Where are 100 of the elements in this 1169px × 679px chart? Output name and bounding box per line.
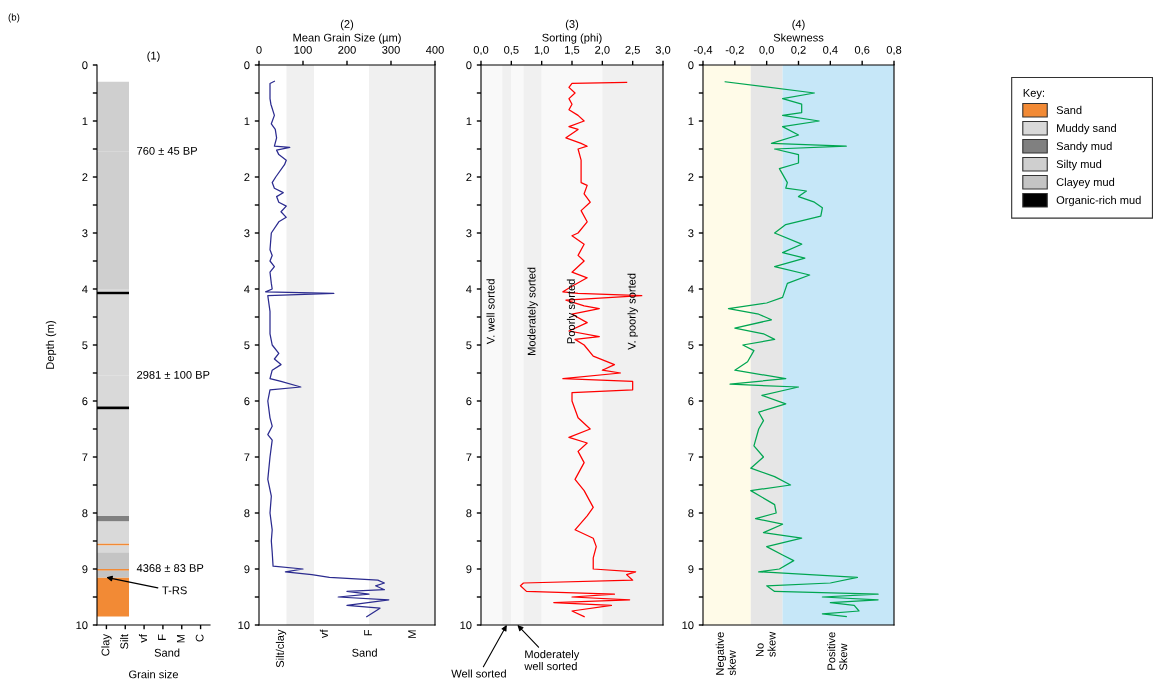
annotation: T-RS: [162, 586, 187, 595]
y-tick-label: 4: [688, 285, 694, 294]
band-label: Moderately sorted: [527, 267, 538, 355]
annotation: 2981 ± 100 BP: [137, 370, 210, 379]
x-tick-label: 0: [256, 45, 262, 54]
y-tick-label: 3: [82, 229, 88, 238]
x-tick-label: C: [195, 634, 204, 642]
text: Sand: [154, 648, 180, 657]
text: F: [364, 629, 372, 636]
x-tick-label: -0,2: [725, 45, 744, 56]
x-tick-label: vf: [138, 634, 147, 643]
y-tick-label: 10: [682, 621, 694, 630]
y-tick-label: 6: [466, 397, 472, 406]
x-tick-label: 2,0: [595, 45, 610, 56]
x-tick-label: 3,0: [655, 45, 671, 56]
x-tick-label: 2,5: [625, 45, 640, 56]
text: Sand: [352, 648, 377, 657]
x-tick-label: 0,0: [473, 45, 489, 56]
y-tick-label: 1: [244, 117, 250, 126]
y-tick-label: 0: [466, 61, 472, 70]
y-tick-label: 1: [82, 117, 88, 126]
x-tick-label: 0,4: [823, 45, 838, 56]
y-tick-label: 6: [688, 397, 694, 406]
y-tick-label: 6: [244, 397, 250, 406]
chart-title: (4): [792, 19, 805, 31]
y-tick-label: 2: [244, 173, 250, 182]
y-tick-label: 5: [82, 341, 88, 350]
x-tick-label: 0,8: [886, 45, 902, 56]
x-tick-label: 200: [338, 45, 356, 54]
y-tick-label: 8: [82, 509, 88, 518]
y-tick-label: 8: [466, 509, 472, 518]
legend-label: Sandy mud: [1056, 141, 1112, 153]
y-tick-label: 9: [466, 565, 472, 574]
band-label: Negative skew: [715, 632, 736, 676]
y-tick-label: 9: [688, 565, 694, 574]
legend-label: Organic-rich mud: [1056, 195, 1141, 207]
y-tick-label: 0: [82, 61, 88, 70]
legend-label: Muddy sand: [1057, 123, 1116, 135]
y-tick-label: 3: [688, 229, 694, 238]
x-tick-label: F: [158, 634, 166, 640]
x-axis-title: Sorting (phi): [542, 33, 602, 44]
y-tick-label: 2: [688, 173, 694, 182]
y-tick-label: 4: [244, 285, 250, 294]
y-tick-label: 2: [466, 173, 472, 182]
y-tick-label: 5: [688, 341, 694, 350]
band-label: Moderately well sorted: [524, 650, 580, 671]
y-tick-label: 0: [244, 61, 250, 70]
text: Silt/clay: [275, 629, 287, 668]
annotation: 4368 ± 83 BP: [136, 564, 204, 572]
legend-label: Sand: [1056, 105, 1082, 115]
y-tick-label: 0: [688, 61, 694, 70]
y-tick-label: 7: [82, 453, 88, 462]
x-tick-label: 100: [294, 45, 312, 54]
x-tick-label: 1,5: [565, 46, 580, 56]
y-tick-label: 4: [466, 285, 472, 294]
band-label: V. well sorted: [486, 279, 495, 345]
chart-title: (2): [340, 19, 354, 31]
annotation: 760 ± 45 BP: [137, 146, 198, 155]
y-tick-label: 2: [82, 173, 88, 182]
x-tick-label: Silt: [120, 634, 129, 649]
chart-title: (1): [147, 51, 160, 62]
x-axis-title: Skewness: [773, 33, 824, 42]
legend-label: Silty mud: [1056, 159, 1102, 171]
legend-label: Clayey mud: [1056, 177, 1115, 189]
y-tick-label: 5: [244, 341, 250, 350]
chart-title: (3): [565, 19, 579, 31]
x-tick-label: M: [176, 634, 185, 643]
y-tick-label: 10: [238, 621, 250, 630]
x-tick-label: 300: [382, 45, 400, 54]
x-tick-label: Clay: [101, 634, 112, 656]
x-tick-label: 0,5: [504, 45, 519, 56]
legend-title: Key:: [1023, 89, 1045, 100]
y-tick-label: 3: [466, 229, 472, 238]
y-tick-label: 7: [466, 453, 472, 462]
x-tick-label: 0,6: [854, 45, 870, 56]
y-tick-label: 7: [688, 453, 694, 462]
band-label: Poorly sorted: [566, 279, 578, 344]
y-tick-label: 3: [244, 229, 250, 238]
y-tick-label: 8: [688, 509, 694, 518]
y-tick-label: 8: [244, 509, 250, 518]
x-tick-label: 1,0: [534, 45, 549, 56]
y-tick-label: 9: [244, 565, 250, 574]
x-tick-label: 400: [425, 45, 444, 54]
band-label: Positive Skew: [827, 632, 848, 671]
y-tick-label: 10: [460, 621, 472, 630]
x-tick-label: -0,4: [693, 45, 713, 56]
y-tick-label: 9: [82, 565, 88, 574]
x-axis-title: Grain size: [129, 670, 179, 679]
y-tick-label: 5: [466, 341, 472, 350]
y-tick-label: 6: [82, 397, 88, 406]
y-tick-label: 10: [76, 621, 88, 630]
band-label: Well sorted: [451, 669, 506, 678]
y-tick-label: 1: [688, 117, 694, 126]
y-tick-label: 1: [466, 117, 472, 126]
text: (b): [8, 13, 20, 23]
y-tick-label: 7: [244, 453, 250, 462]
y-tick-label: 4: [82, 285, 88, 294]
band-label: No skew: [755, 631, 776, 657]
band-label: V. poorly sorted: [627, 273, 638, 350]
y-axis-title: Depth (m): [45, 320, 57, 369]
